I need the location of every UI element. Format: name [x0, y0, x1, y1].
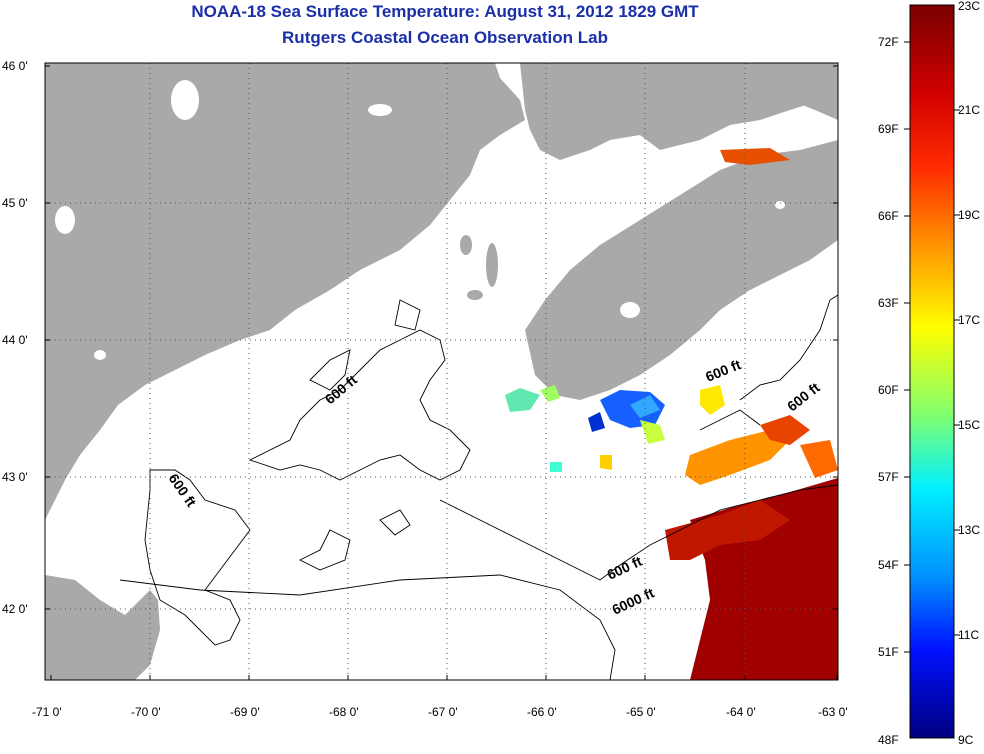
- lat-label-42: 42 0': [2, 602, 28, 616]
- cb-f-54: 54F: [878, 558, 899, 572]
- lon-label-67: -67 0': [428, 705, 458, 719]
- islands: [460, 235, 498, 300]
- cb-f-48: 48F: [878, 733, 899, 747]
- colorbar-scale: [909, 4, 955, 739]
- cb-f-57: 57F: [878, 470, 899, 484]
- lon-label-66: -66 0': [527, 705, 557, 719]
- lon-label-71: -71 0': [32, 705, 62, 719]
- cb-c-19: 19C: [958, 208, 981, 222]
- land-cape-cod: [45, 575, 160, 680]
- cb-f-66: 66F: [878, 209, 899, 223]
- cb-c-23: 23C: [958, 0, 981, 13]
- graticule: [45, 63, 838, 680]
- land-cape-breton: [760, 63, 838, 120]
- cb-c-15: 15C: [958, 418, 981, 432]
- lon-label-64: -64 0': [726, 705, 756, 719]
- colorbar-ticks: [904, 41, 960, 653]
- land-new-england: [45, 63, 525, 520]
- lon-label-68: -68 0': [329, 705, 359, 719]
- depth-contours: [119, 294, 838, 680]
- cb-f-69: 69F: [878, 122, 899, 136]
- inland-lakes: [55, 80, 785, 360]
- cb-f-51: 51F: [878, 645, 899, 659]
- lon-label-70: -70 0': [131, 705, 161, 719]
- cb-c-21: 21C: [958, 103, 981, 117]
- cb-c-17: 17C: [958, 313, 981, 327]
- lon-tick-marks: [50, 675, 838, 680]
- lon-label-63: -63 0': [818, 705, 848, 719]
- lat-label-46: 46 0': [2, 59, 28, 73]
- lat-label-44: 44 0': [2, 333, 28, 347]
- land-nova-scotia: [525, 140, 838, 400]
- cb-c-9: 9C: [958, 733, 974, 747]
- lat-label-45: 45 0': [2, 196, 28, 210]
- sst-warm-slope-water: [665, 148, 838, 680]
- map-title: NOAA-18 Sea Surface Temperature: August …: [191, 2, 699, 21]
- cb-c-11: 11C: [958, 628, 980, 642]
- lon-label-65: -65 0': [626, 705, 656, 719]
- lat-label-43: 43 0': [2, 470, 28, 484]
- sst-cool-nova-scotia-shelf: [505, 385, 725, 472]
- lat-tick-marks: [45, 65, 838, 610]
- map-frame: [44, 62, 839, 681]
- map-subtitle: Rutgers Coastal Ocean Observation Lab: [282, 28, 608, 47]
- land-new-brunswick: [520, 63, 838, 160]
- cb-f-63: 63F: [878, 296, 899, 310]
- cb-f-60: 60F: [878, 383, 899, 397]
- cb-c-13: 13C: [958, 523, 981, 537]
- cb-f-72: 72F: [878, 35, 899, 49]
- lon-label-69: -69 0': [230, 705, 260, 719]
